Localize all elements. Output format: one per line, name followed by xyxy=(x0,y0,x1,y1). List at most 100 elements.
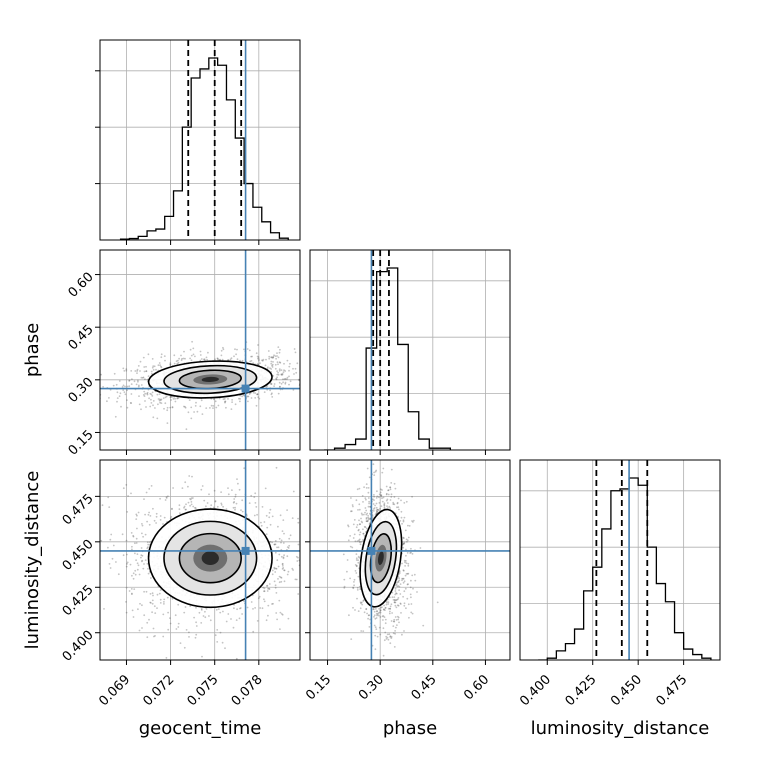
sample-point xyxy=(356,597,358,600)
sample-point xyxy=(133,588,136,590)
sample-point xyxy=(367,497,370,499)
sample-point xyxy=(358,487,361,490)
sample-point xyxy=(274,571,277,573)
sample-point xyxy=(280,373,283,376)
sample-point xyxy=(378,611,381,614)
sample-point xyxy=(174,400,177,403)
sample-point xyxy=(164,359,166,362)
sample-point xyxy=(177,603,180,606)
sample-point xyxy=(183,350,185,353)
sample-point xyxy=(286,573,289,576)
sample-point xyxy=(406,539,409,542)
sample-point xyxy=(283,554,285,557)
sample-point xyxy=(162,613,165,616)
sample-point xyxy=(135,513,138,516)
ytick-label-luminosity-distance: 0.450 xyxy=(60,537,97,574)
sample-point xyxy=(412,521,414,523)
sample-point xyxy=(221,641,224,644)
sample-point xyxy=(395,599,398,601)
sample-point xyxy=(132,577,135,580)
sample-point xyxy=(391,612,393,614)
sample-point xyxy=(378,502,381,504)
sample-point xyxy=(360,520,363,523)
sample-point xyxy=(278,553,281,556)
sample-point xyxy=(375,612,378,615)
sample-point xyxy=(260,524,263,527)
sample-point xyxy=(176,396,179,399)
sample-point xyxy=(384,618,387,621)
sample-point xyxy=(131,609,134,612)
sample-point xyxy=(261,607,264,610)
sample-point xyxy=(385,638,388,640)
sample-point xyxy=(124,385,126,388)
sample-point xyxy=(343,578,346,581)
sample-point xyxy=(276,546,278,549)
sample-point xyxy=(407,524,409,527)
sample-point xyxy=(387,607,390,610)
sample-point xyxy=(203,358,206,361)
sample-point xyxy=(224,400,227,403)
sample-point xyxy=(273,354,275,357)
sample-point xyxy=(282,567,285,569)
sample-point xyxy=(176,362,179,365)
sample-point xyxy=(253,514,256,517)
sample-point xyxy=(144,513,147,516)
sample-point xyxy=(137,385,140,388)
sample-point xyxy=(206,502,209,504)
sample-point xyxy=(265,533,268,535)
sample-point xyxy=(396,501,399,504)
sample-point xyxy=(138,384,140,387)
sample-point xyxy=(282,378,284,381)
sample-point xyxy=(400,499,402,502)
sample-point xyxy=(249,360,252,363)
sample-point xyxy=(264,364,267,367)
sample-point xyxy=(136,527,138,530)
sample-point xyxy=(259,362,261,365)
sample-point xyxy=(220,349,223,352)
sample-point xyxy=(222,610,224,613)
sample-point xyxy=(265,514,268,517)
sample-point xyxy=(393,482,396,485)
sample-point xyxy=(259,607,262,609)
sample-point xyxy=(394,604,397,607)
sample-point xyxy=(360,517,362,520)
sample-point xyxy=(404,561,406,564)
sample-point xyxy=(348,614,350,617)
sample-point xyxy=(406,597,409,600)
sample-point xyxy=(142,394,145,396)
sample-point xyxy=(393,596,396,598)
sample-point xyxy=(145,365,147,368)
sample-point xyxy=(155,522,158,524)
sample-point xyxy=(273,580,276,583)
sample-point xyxy=(280,613,283,615)
sample-point xyxy=(230,357,233,360)
sample-point xyxy=(419,547,422,549)
sample-point xyxy=(136,368,139,371)
sample-point xyxy=(163,355,166,357)
sample-point xyxy=(169,406,172,409)
sample-point xyxy=(252,391,255,394)
sample-point xyxy=(193,411,196,413)
sample-point xyxy=(283,362,285,365)
sample-point xyxy=(147,543,150,546)
sample-point xyxy=(158,592,161,595)
sample-point xyxy=(283,369,285,372)
sample-point xyxy=(234,506,237,509)
sample-point xyxy=(106,400,108,403)
sample-point xyxy=(399,520,402,522)
sample-point xyxy=(116,391,119,394)
sample-point xyxy=(325,373,327,375)
sample-point xyxy=(390,620,393,622)
sample-point xyxy=(403,604,406,607)
sample-point xyxy=(246,348,249,350)
sample-point xyxy=(149,515,152,517)
sample-point xyxy=(388,505,391,508)
sample-point xyxy=(131,548,133,551)
sample-point xyxy=(200,622,203,624)
sample-point xyxy=(395,619,398,621)
sample-point xyxy=(369,512,371,515)
sample-point xyxy=(380,494,383,497)
sample-point xyxy=(280,580,283,583)
sample-point xyxy=(341,359,343,361)
sample-point xyxy=(225,620,228,623)
